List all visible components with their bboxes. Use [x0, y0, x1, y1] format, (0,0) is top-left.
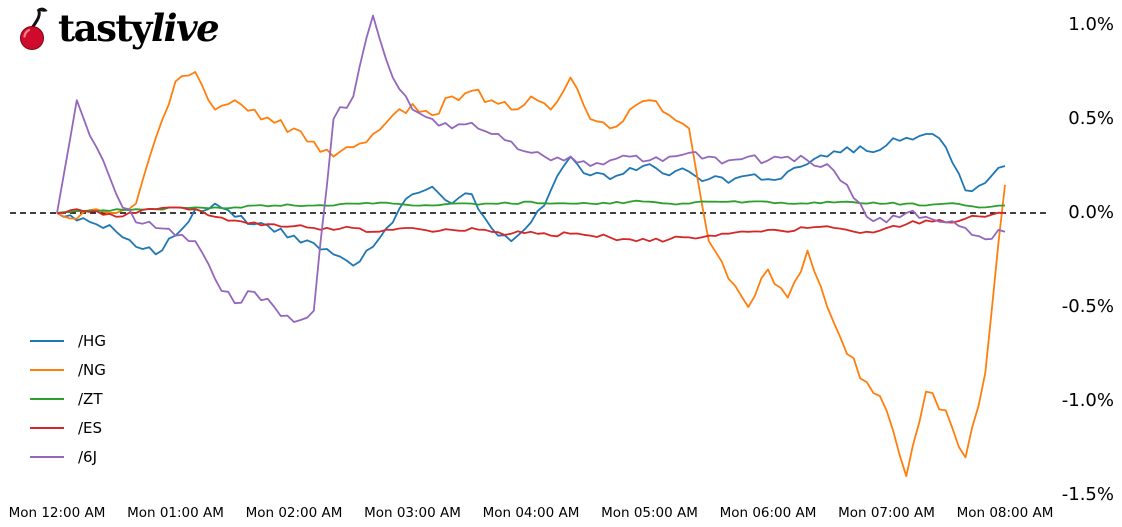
logo-text-tasty: tasty: [58, 6, 153, 50]
series-line-hg: [56, 133, 1006, 267]
y-tick-label: -0.5%: [1061, 296, 1114, 317]
series-line-es: [56, 206, 1006, 243]
legend-label: /ZT: [78, 389, 103, 408]
y-tick-label: 1.0%: [1068, 14, 1114, 35]
logo-text-live: live: [151, 6, 220, 50]
x-tick-label: Mon 05:00 AM: [601, 505, 698, 521]
y-tick-label: -1.5%: [1061, 484, 1114, 505]
legend-line-sample: [30, 397, 64, 400]
tastylive-logo: tastylive: [16, 5, 220, 51]
legend-line-sample: [30, 426, 64, 429]
legend-entry-es: /ES: [30, 418, 106, 437]
legend-line-sample: [30, 455, 64, 458]
legend-entry-zt: /ZT: [30, 389, 106, 408]
legend: /HG/NG/ZT/ES/6J: [30, 331, 106, 466]
series-line-ng: [56, 71, 1006, 478]
cherry-icon: [20, 7, 48, 50]
legend-line-sample: [30, 339, 64, 342]
x-tick-label: Mon 01:00 AM: [127, 505, 224, 521]
legend-entry-6j: /6J: [30, 447, 106, 466]
legend-label: /6J: [78, 447, 98, 466]
y-tick-label: 0.0%: [1068, 202, 1114, 223]
legend-line-sample: [30, 368, 64, 371]
legend-entry-ng: /NG: [30, 360, 106, 379]
legend-label: /ES: [78, 418, 103, 437]
series-line-zt: [56, 199, 1006, 214]
legend-label: /NG: [78, 360, 106, 379]
x-tick-label: Mon 08:00 AM: [956, 505, 1054, 521]
logo-wordmark: tastylive: [58, 5, 220, 51]
x-tick-label: Mon 06:00 AM: [719, 505, 817, 521]
x-tick-label: Mon 12:00 AM: [8, 505, 106, 521]
legend-label: /HG: [78, 331, 106, 350]
legend-entry-hg: /HG: [30, 331, 106, 350]
x-tick-label: Mon 02:00 AM: [245, 505, 343, 521]
x-tick-label: Mon 04:00 AM: [482, 505, 580, 521]
x-tick-label: Mon 07:00 AM: [838, 505, 935, 521]
x-tick-label: Mon 03:00 AM: [364, 505, 461, 521]
series-line-6j: [56, 14, 1006, 323]
y-tick-label: 0.5%: [1068, 108, 1114, 129]
y-tick-label: -1.0%: [1061, 390, 1114, 411]
